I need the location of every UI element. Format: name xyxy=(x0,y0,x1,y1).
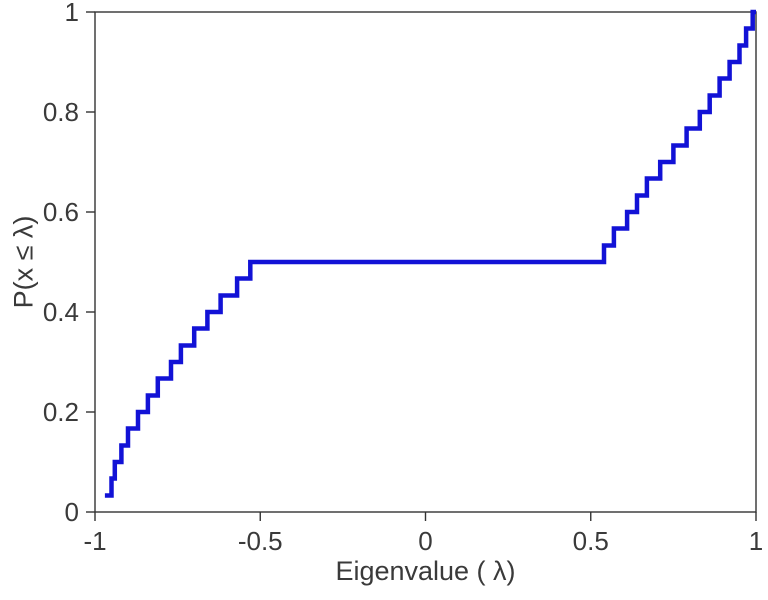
y-tick-label: 0.2 xyxy=(43,397,79,427)
x-tick-label: 0.5 xyxy=(573,526,609,556)
y-tick-label: 0.4 xyxy=(43,297,79,327)
x-tick-label: -0.5 xyxy=(238,526,283,556)
y-tick-label: 1 xyxy=(65,0,79,27)
y-tick-label: 0.8 xyxy=(43,97,79,127)
ecdf-line xyxy=(104,9,756,498)
x-tick-label: 1 xyxy=(749,526,763,556)
x-tick-label: -1 xyxy=(83,526,106,556)
x-tick-label: 0 xyxy=(418,526,432,556)
x-axis-label: Eigenvalue ( λ) xyxy=(335,556,516,586)
y-tick-label: 0 xyxy=(65,497,79,527)
y-tick-label: 0.6 xyxy=(43,197,79,227)
y-axis-label: P(x ≤ λ) xyxy=(8,215,39,309)
